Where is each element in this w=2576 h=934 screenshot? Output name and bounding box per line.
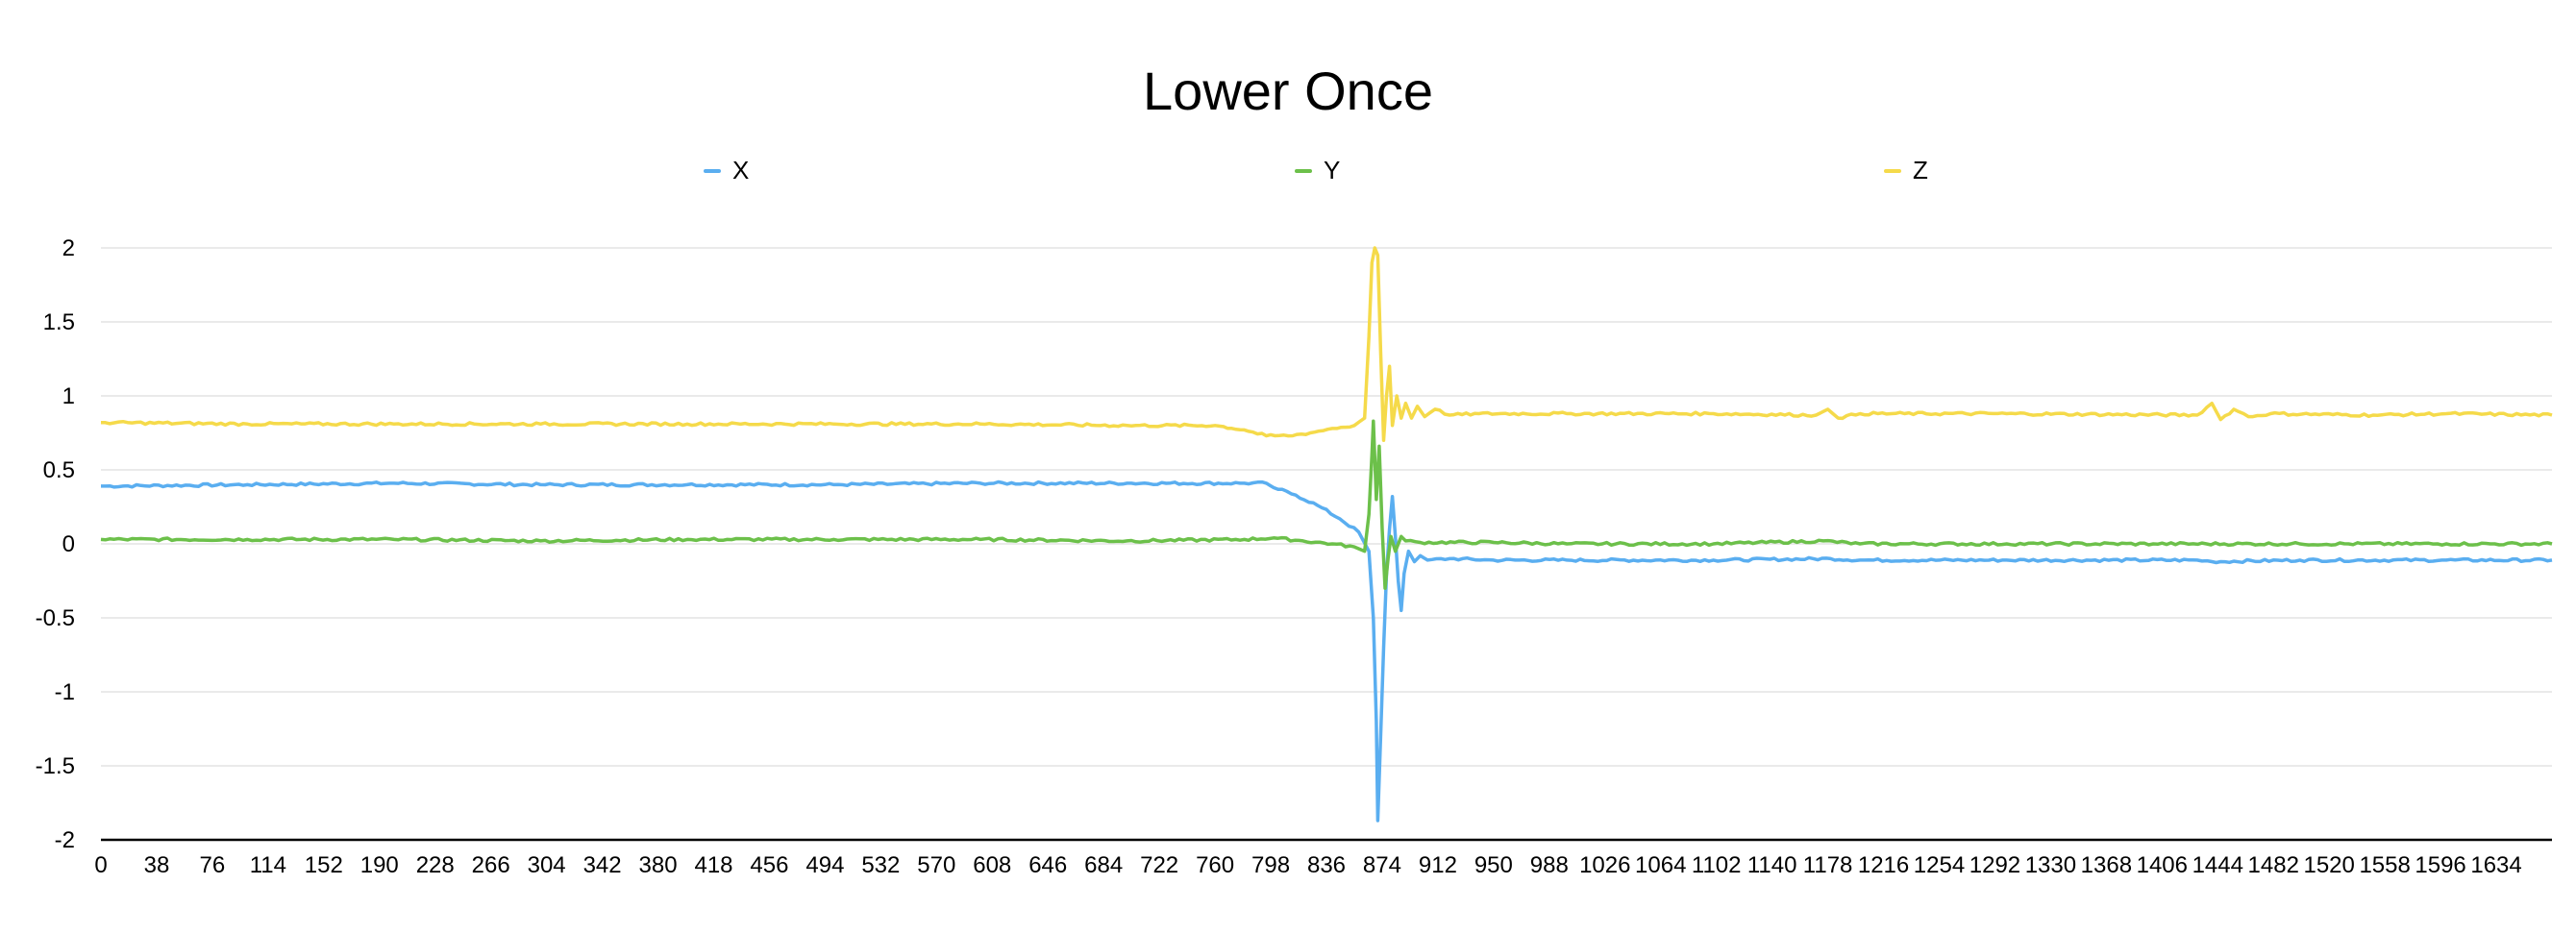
x-tick-label: 1596 <box>2415 852 2465 878</box>
x-tick-label: 114 <box>250 852 286 878</box>
x-tick-label: 76 <box>200 852 226 878</box>
x-tick-label: 304 <box>528 852 566 878</box>
x-tick-label: 1026 <box>1579 852 1630 878</box>
x-tick-label: 494 <box>805 852 844 878</box>
legend-item-z: Z <box>1884 156 1928 185</box>
x-tick-label: 1292 <box>1969 852 2020 878</box>
x-tick-label: 1216 <box>1858 852 1909 878</box>
x-tick-label: 266 <box>472 852 510 878</box>
x-tick-label: 1634 <box>2470 852 2521 878</box>
x-tick-label: 912 <box>1419 852 1457 878</box>
y-tick-label: -2 <box>55 827 75 853</box>
x-tick-label: 532 <box>861 852 900 878</box>
x-tick-label: 950 <box>1474 852 1513 878</box>
x-tick-label: 684 <box>1084 852 1123 878</box>
x-tick-label: 228 <box>416 852 455 878</box>
x-tick-label: 1558 <box>2359 852 2410 878</box>
y-tick-label: 1.5 <box>43 309 75 335</box>
y-tick-label: -0.5 <box>36 605 75 631</box>
y-tick-label: 0 <box>62 531 75 557</box>
legend-swatch-y <box>1295 168 1312 173</box>
x-tick-label: 418 <box>694 852 732 878</box>
x-tick-label: 342 <box>583 852 622 878</box>
legend-swatch-x <box>704 168 721 173</box>
x-tick-label: 570 <box>917 852 955 878</box>
x-tick-label: 988 <box>1530 852 1569 878</box>
series-line-z <box>100 246 2553 442</box>
y-tick-label: -1 <box>55 679 75 705</box>
x-tick-label: 1520 <box>2303 852 2354 878</box>
x-tick-label: 1102 <box>1692 852 1742 878</box>
y-tick-label: 0.5 <box>43 457 75 483</box>
x-tick-label: 190 <box>360 852 399 878</box>
legend-label-z: Z <box>1913 156 1928 184</box>
x-tick-label: 874 <box>1363 852 1401 878</box>
x-tick-label: 1178 <box>1803 852 1853 878</box>
x-tick-label: 1254 <box>1914 852 1965 878</box>
x-tick-label: 0 <box>94 852 107 878</box>
legend-label-y: Y <box>1324 156 1341 184</box>
y-tick-label: -1.5 <box>36 753 75 779</box>
x-tick-label: 38 <box>144 852 170 878</box>
series-line-y <box>100 419 2553 590</box>
x-tick-label: 380 <box>639 852 678 878</box>
legend-swatch-z <box>1884 168 1901 173</box>
x-tick-label: 1064 <box>1635 852 1686 878</box>
chart-title: Lower Once <box>1143 61 1433 121</box>
x-tick-label: 1406 <box>2137 852 2188 878</box>
x-tick-label: 722 <box>1140 852 1178 878</box>
legend-item-x: X <box>704 156 749 185</box>
x-tick-label: 1330 <box>2025 852 2076 878</box>
x-tick-label: 836 <box>1307 852 1346 878</box>
x-tick-label: 798 <box>1251 852 1290 878</box>
x-tick-label: 646 <box>1028 852 1067 878</box>
legend-item-y: Y <box>1295 156 1340 185</box>
x-tick-label: 1482 <box>2248 852 2299 878</box>
series-line-x <box>101 479 2553 823</box>
x-tick-label: 1444 <box>2192 852 2243 878</box>
x-tick-label: 1368 <box>2081 852 2132 878</box>
x-tick-label: 456 <box>750 852 788 878</box>
y-tick-label: 1 <box>62 383 75 409</box>
y-tick-label: 2 <box>62 235 75 261</box>
x-tick-label: 608 <box>973 852 1011 878</box>
x-tick-label: 152 <box>305 852 343 878</box>
x-tick-label: 1140 <box>1747 852 1797 878</box>
x-tick-label: 760 <box>1196 852 1234 878</box>
legend-label-x: X <box>732 156 750 184</box>
